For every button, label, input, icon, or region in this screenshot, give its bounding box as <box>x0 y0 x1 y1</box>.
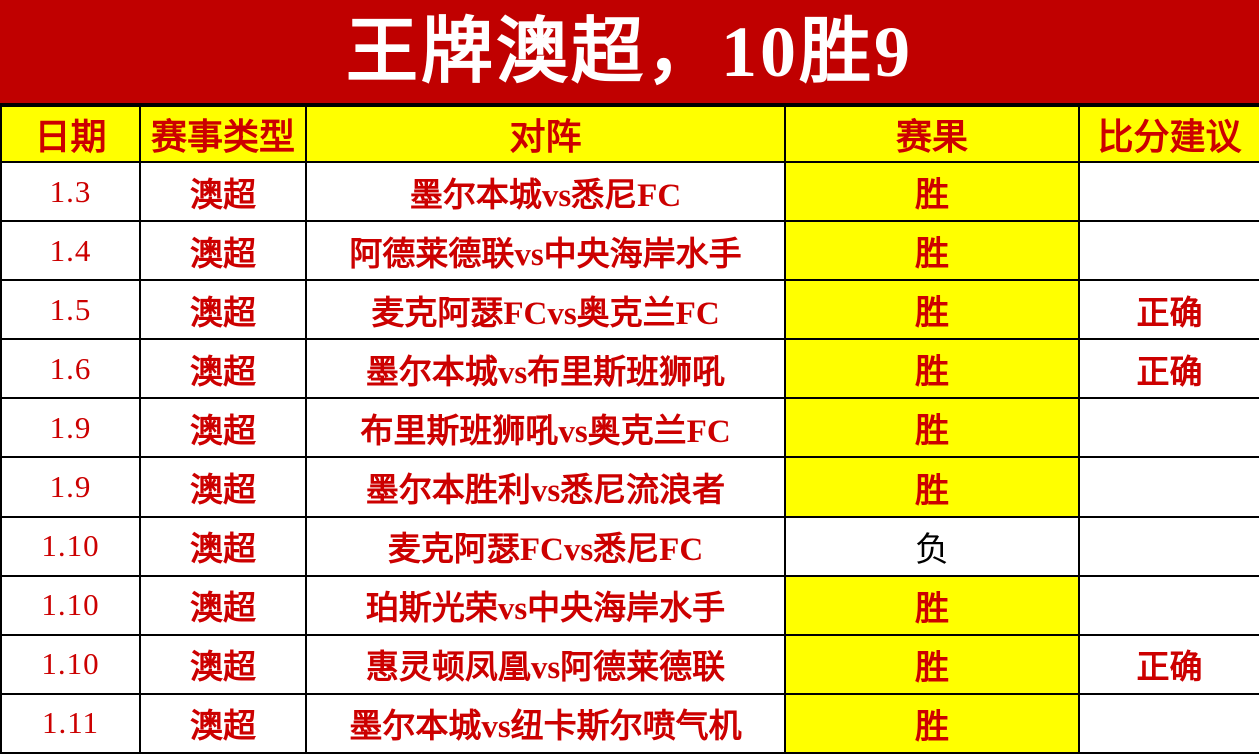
match-cell: 墨尔本城vs布里斯班狮吼 <box>305 338 786 400</box>
match-cell: 布里斯班狮吼vs奥克兰FC <box>305 397 786 459</box>
match-cell: 墨尔本城vs纽卡斯尔喷气机 <box>305 692 786 754</box>
table-row: 1.3 澳超 墨尔本城vs悉尼FC 胜 <box>0 160 1259 223</box>
table-row: 1.10 澳超 珀斯光荣vs中央海岸水手 胜 <box>0 574 1259 636</box>
result-cell: 胜 <box>784 574 1080 636</box>
match-cell: 珀斯光荣vs中央海岸水手 <box>305 574 786 636</box>
league-cell: 澳超 <box>139 633 307 695</box>
result-cell: 胜 <box>784 279 1080 341</box>
league-cell: 澳超 <box>139 338 307 400</box>
result-cell: 胜 <box>784 456 1080 518</box>
league-cell: 澳超 <box>139 397 307 459</box>
table-row: 1.11 澳超 墨尔本城vs纽卡斯尔喷气机 胜 <box>0 692 1259 754</box>
suggestion-cell: 正确 <box>1078 633 1259 695</box>
match-cell: 墨尔本胜利vs悉尼流浪者 <box>305 456 786 518</box>
date-cell: 1.5 <box>0 279 141 341</box>
date-cell: 1.10 <box>0 515 141 577</box>
column-header-result: 赛果 <box>784 105 1080 163</box>
match-cell: 惠灵顿凤凰vs阿德莱德联 <box>305 633 786 695</box>
league-cell: 澳超 <box>139 515 307 577</box>
title-banner: 王牌澳超，10胜9 <box>0 0 1259 105</box>
league-cell: 澳超 <box>139 279 307 341</box>
date-cell: 1.10 <box>0 633 141 695</box>
table-row: 1.9 澳超 布里斯班狮吼vs奥克兰FC 胜 <box>0 397 1259 459</box>
date-cell: 1.10 <box>0 574 141 636</box>
suggestion-cell <box>1078 160 1259 223</box>
league-cell: 澳超 <box>139 456 307 518</box>
results-table: 日期 赛事类型 对阵 赛果 比分建议 1.3 澳超 墨尔本城vs悉尼FC 胜 1… <box>0 105 1259 754</box>
table-row: 1.5 澳超 麦克阿瑟FCvs奥克兰FC 胜 正确 <box>0 279 1259 341</box>
column-header-league: 赛事类型 <box>139 105 307 163</box>
date-cell: 1.9 <box>0 456 141 518</box>
column-header-date: 日期 <box>0 105 141 163</box>
table-row: 1.10 澳超 惠灵顿凤凰vs阿德莱德联 胜 正确 <box>0 633 1259 695</box>
table-row: 1.6 澳超 墨尔本城vs布里斯班狮吼 胜 正确 <box>0 338 1259 400</box>
result-cell: 胜 <box>784 338 1080 400</box>
league-cell: 澳超 <box>139 220 307 282</box>
league-cell: 澳超 <box>139 692 307 754</box>
column-header-match: 对阵 <box>305 105 786 163</box>
match-cell: 麦克阿瑟FCvs奥克兰FC <box>305 279 786 341</box>
suggestion-cell <box>1078 692 1259 754</box>
suggestion-cell: 正确 <box>1078 338 1259 400</box>
league-cell: 澳超 <box>139 574 307 636</box>
column-header-suggestion: 比分建议 <box>1078 105 1259 163</box>
result-cell: 胜 <box>784 397 1080 459</box>
date-cell: 1.3 <box>0 160 141 223</box>
suggestion-cell <box>1078 574 1259 636</box>
date-cell: 1.4 <box>0 220 141 282</box>
result-cell: 胜 <box>784 633 1080 695</box>
table-row: 1.4 澳超 阿德莱德联vs中央海岸水手 胜 <box>0 220 1259 282</box>
league-cell: 澳超 <box>139 160 307 223</box>
date-cell: 1.9 <box>0 397 141 459</box>
suggestion-cell <box>1078 220 1259 282</box>
match-cell: 墨尔本城vs悉尼FC <box>305 160 786 223</box>
match-cell: 阿德莱德联vs中央海岸水手 <box>305 220 786 282</box>
suggestion-cell <box>1078 456 1259 518</box>
result-cell: 胜 <box>784 160 1080 223</box>
suggestion-cell: 正确 <box>1078 279 1259 341</box>
table-row: 1.9 澳超 墨尔本胜利vs悉尼流浪者 胜 <box>0 456 1259 518</box>
page-title: 王牌澳超，10胜9 <box>345 11 913 92</box>
date-cell: 1.11 <box>0 692 141 754</box>
date-cell: 1.6 <box>0 338 141 400</box>
table-row: 1.10 澳超 麦克阿瑟FCvs悉尼FC 负 <box>0 515 1259 577</box>
match-cell: 麦克阿瑟FCvs悉尼FC <box>305 515 786 577</box>
suggestion-cell <box>1078 397 1259 459</box>
result-cell: 胜 <box>784 220 1080 282</box>
result-cell: 胜 <box>784 692 1080 754</box>
header-row: 日期 赛事类型 对阵 赛果 比分建议 <box>0 105 1259 163</box>
suggestion-cell <box>1078 515 1259 577</box>
result-cell: 负 <box>784 515 1080 577</box>
